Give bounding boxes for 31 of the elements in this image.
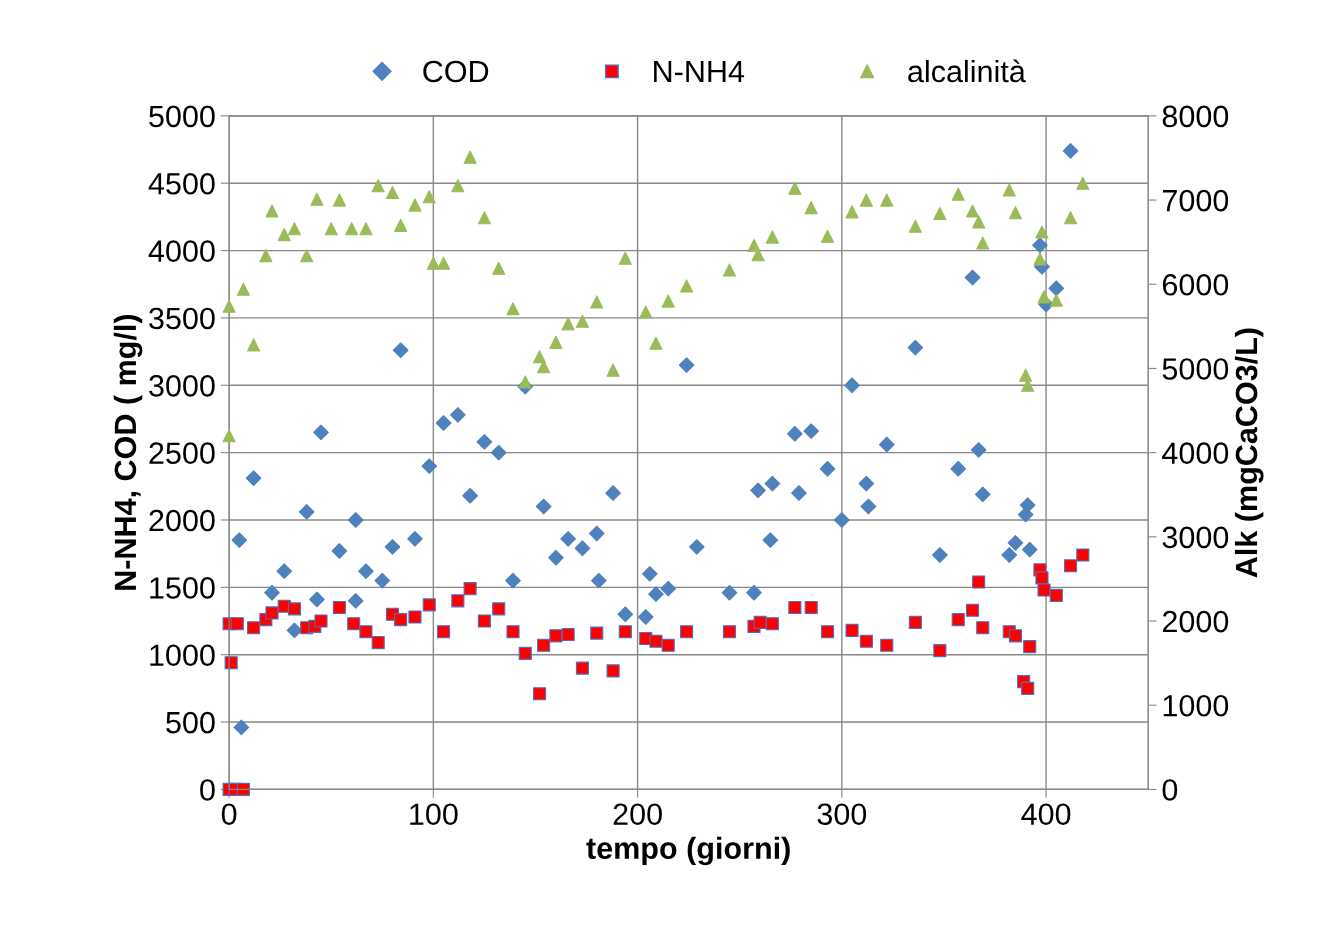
legend-label: alcalinità xyxy=(908,59,1026,83)
y2-tick-label: 1000 xyxy=(1163,694,1229,717)
y-tick-label: 1000 xyxy=(150,644,215,667)
y-tick-label: 2000 xyxy=(149,509,215,532)
y-tick-label: 4500 xyxy=(148,172,215,195)
y-tick-label: 1500 xyxy=(150,577,215,599)
x-tick-label: 400 xyxy=(1021,803,1071,826)
y-axis-title: N-NH4, COD ( mg/l) xyxy=(113,314,143,590)
y2-tick-label: 4000 xyxy=(1162,442,1229,464)
y-tick-label: 3000 xyxy=(149,375,215,397)
y2-tick-label: 0 xyxy=(1162,779,1178,801)
y-tick-label: 2500 xyxy=(149,442,215,464)
x-tick-label: 0 xyxy=(221,803,237,826)
y2-axis-title: Alk (mgCaCO3/L) xyxy=(1234,328,1264,578)
y-tick-label: 5000 xyxy=(149,105,215,128)
x-tick-label: 100 xyxy=(410,803,458,826)
y-tick-label: 4000 xyxy=(148,240,215,262)
x-tick-label: 200 xyxy=(613,803,662,826)
x-tick-label: 300 xyxy=(817,803,867,826)
y2-tick-label: 6000 xyxy=(1162,273,1229,296)
legend-label: N-NH4 xyxy=(654,61,745,83)
y2-tick-label: 2000 xyxy=(1162,610,1229,633)
y2-tick-label: 3000 xyxy=(1162,526,1229,549)
y-tick-label: 500 xyxy=(166,711,215,734)
y2-tick-label: 8000 xyxy=(1162,105,1229,128)
y-tick-label: 0 xyxy=(200,779,215,801)
y2-tick-label: 7000 xyxy=(1162,189,1229,212)
legend-label: COD xyxy=(423,60,489,83)
x-axis-title: tempo (giorni) xyxy=(586,836,790,866)
y2-tick-label: 5000 xyxy=(1162,358,1229,380)
y-tick-label: 3500 xyxy=(149,307,215,330)
